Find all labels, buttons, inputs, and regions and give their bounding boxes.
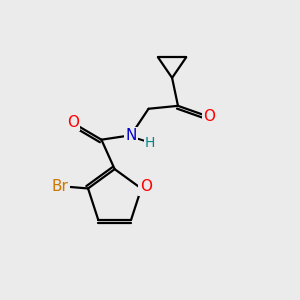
Text: H: H [145, 136, 155, 150]
Text: O: O [67, 115, 79, 130]
Text: O: O [140, 179, 152, 194]
Text: N: N [125, 128, 136, 143]
Text: Br: Br [52, 179, 68, 194]
Text: O: O [203, 109, 215, 124]
